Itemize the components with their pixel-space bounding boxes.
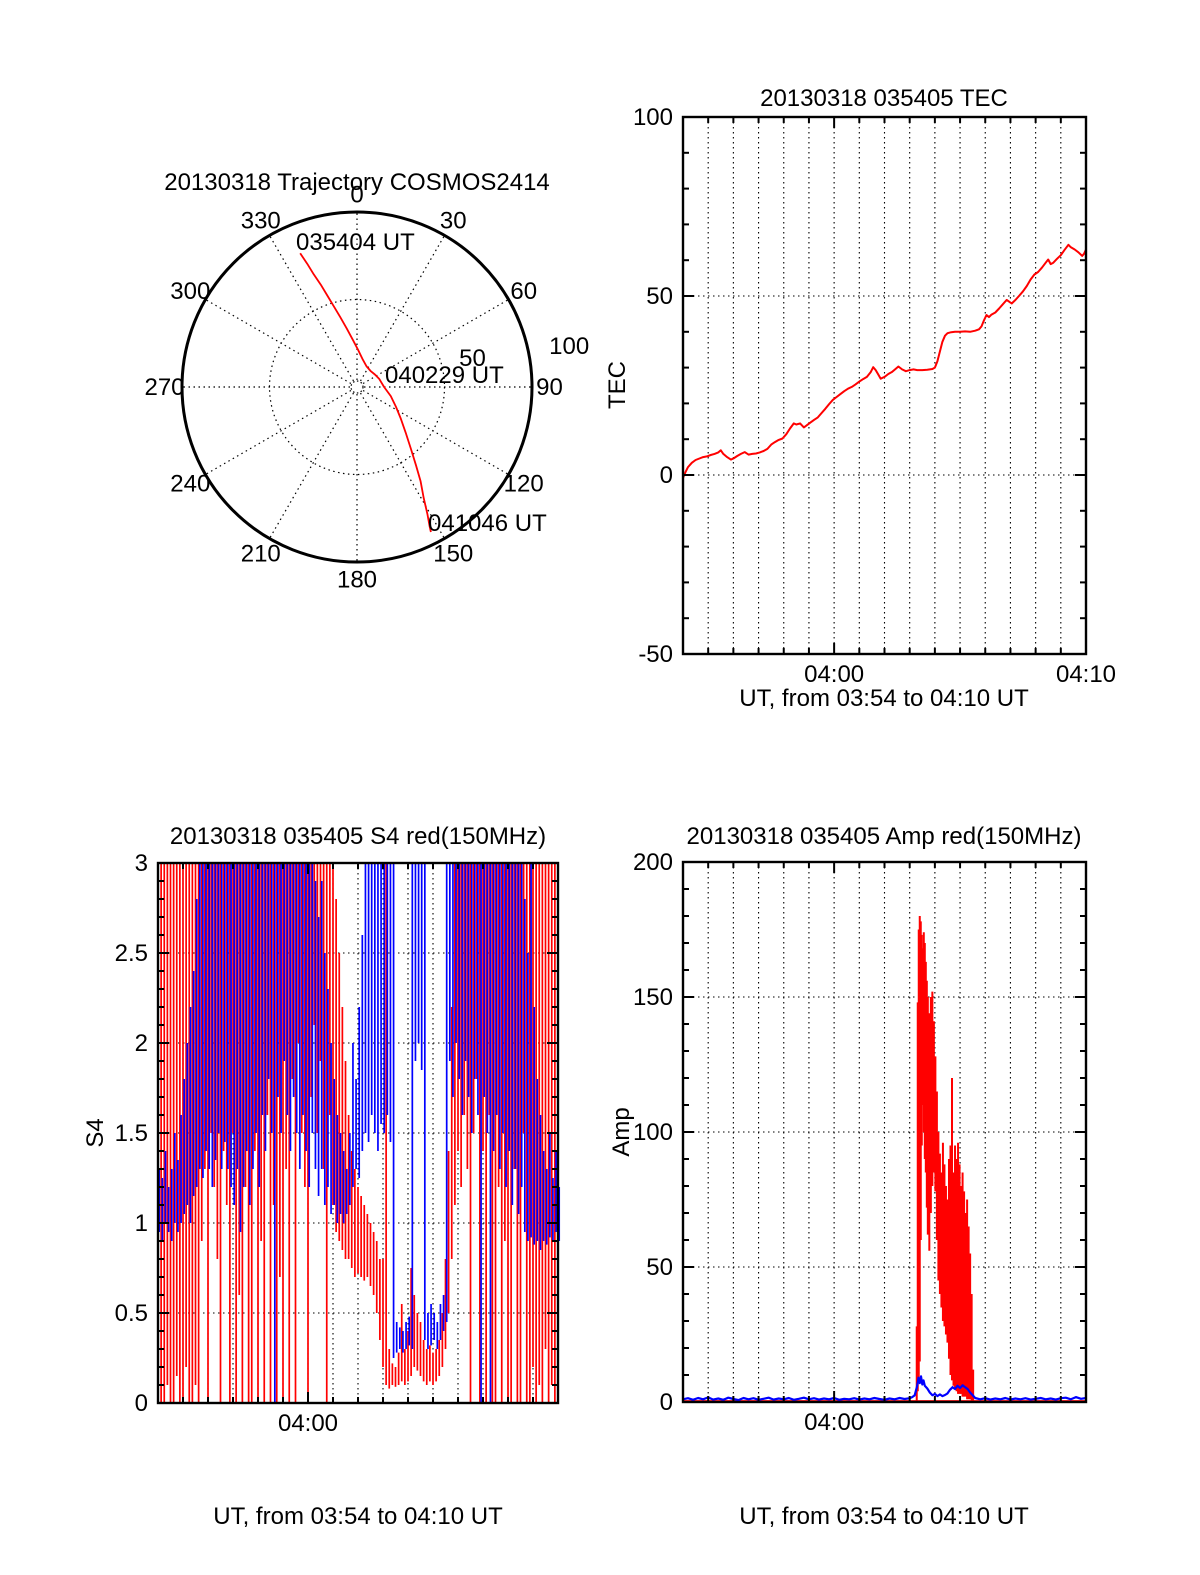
amp-xaxis-label: UT, from 03:54 to 04:10 UT	[739, 1503, 1029, 1530]
s4-ytick-label: 0	[135, 1390, 148, 1417]
polar-plot-title: 20130318 Trajectory COSMOS2414	[164, 169, 550, 196]
polar-radius-label: 50	[459, 345, 486, 372]
polar-center-mark	[350, 380, 364, 394]
polar-radius-label: 100	[549, 333, 589, 360]
polar-spoke	[362, 298, 509, 385]
polar-spoke	[359, 235, 446, 382]
polar-azimuth-label: 180	[337, 567, 377, 594]
polar-azimuth-label: 150	[433, 541, 473, 568]
s4-xaxis-label: UT, from 03:54 to 04:10 UT	[213, 1503, 503, 1530]
amp-ytick-label: 0	[660, 1389, 673, 1416]
amp-yaxis-label: Amp	[607, 1107, 635, 1157]
s4-ytick-label: 2.5	[115, 940, 148, 967]
tec-yaxis-label: TEC	[603, 361, 631, 409]
polar-azimuth-label: 90	[536, 374, 563, 401]
polar-azimuth-label: 30	[440, 207, 467, 234]
tec-ytick-label: 50	[646, 283, 673, 310]
tec-ytick-label: 0	[660, 462, 673, 489]
tec-plot-title: 20130318 035405 TEC	[760, 85, 1008, 112]
polar-azimuth-label: 210	[241, 541, 281, 568]
polar-ring-50	[268, 298, 446, 476]
tec-xaxis-label: UT, from 03:54 to 04:10 UT	[739, 685, 1029, 712]
tec-xtick-label: 04:00	[804, 661, 864, 688]
amp-blue-series-line	[682, 1375, 1087, 1402]
polar-spoke	[205, 389, 352, 476]
amp-ytick-label: 200	[633, 849, 673, 876]
trajectory-end-time-label: 041046 UT	[428, 510, 547, 537]
polar-azimuth-label: 300	[170, 278, 210, 305]
polar-spoke	[268, 392, 355, 539]
s4-ytick-label: 1.5	[115, 1120, 148, 1147]
s4-ytick-label: 1	[135, 1210, 148, 1237]
polar-spoke	[362, 389, 509, 476]
polar-ring-100	[180, 210, 534, 564]
polar-azimuth-label: 60	[510, 278, 537, 305]
polar-azimuth-label: 240	[170, 470, 210, 497]
trajectory-start-time-label: 035404 UT	[296, 229, 415, 256]
s4-ytick-label: 0.5	[115, 1300, 148, 1327]
tec-ytick-label: 100	[633, 104, 673, 131]
s4-yaxis-label: S4	[81, 1118, 109, 1148]
amp-plot-title: 20130318 035405 Amp red(150MHz)	[686, 823, 1082, 850]
s4-plot-title: 20130318 035405 S4 red(150MHz)	[169, 823, 547, 850]
trajectory-path	[299, 252, 432, 533]
tec-ytick-label: -50	[638, 641, 673, 668]
s4-ytick-label: 2	[135, 1030, 148, 1057]
amp-ytick-label: 100	[633, 1119, 673, 1146]
polar-azimuth-label: 270	[144, 374, 184, 401]
polar-azimuth-label: 120	[504, 470, 544, 497]
polar-spoke	[205, 298, 352, 385]
amp-ytick-label: 50	[646, 1254, 673, 1281]
tec-series-line	[682, 243, 1087, 479]
polar-spoke	[268, 235, 355, 382]
s4-ytick-label: 3	[135, 850, 148, 877]
trajectory-middle-time-label: 040229 UT	[385, 362, 504, 389]
tec-xtick-label: 04:10	[1056, 661, 1116, 688]
amp-ytick-label: 150	[633, 984, 673, 1011]
amp-xtick-label: 04:00	[804, 1409, 864, 1436]
polar-spoke	[359, 392, 446, 539]
s4-xtick-label: 04:00	[278, 1410, 338, 1437]
polar-azimuth-label: 0	[350, 182, 363, 209]
polar-azimuth-label: 330	[241, 207, 281, 234]
